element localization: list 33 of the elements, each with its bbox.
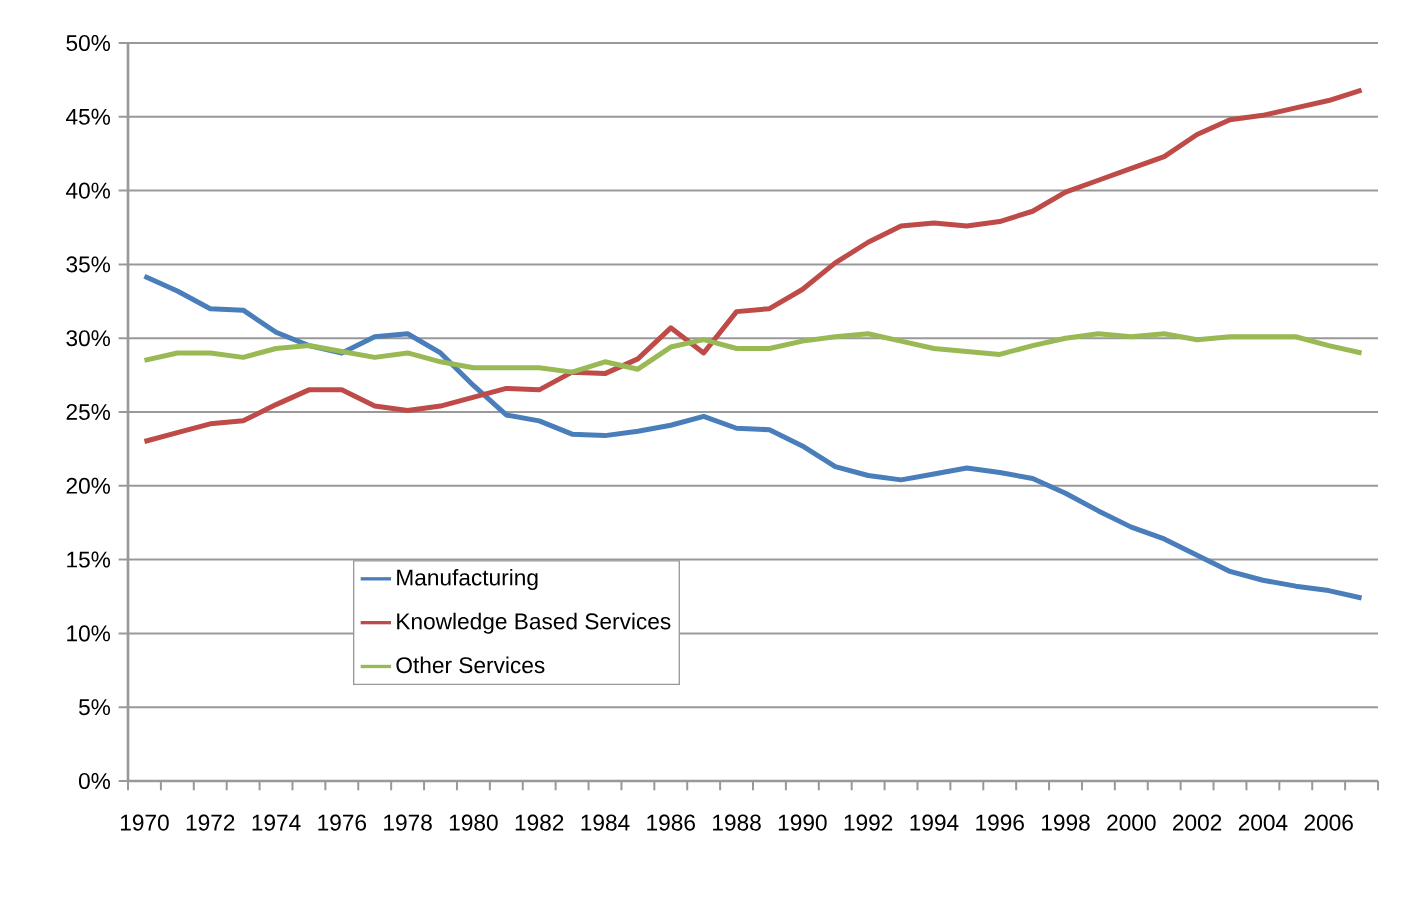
y-tick-label: 0%	[78, 772, 111, 790]
y-tick-label: 25%	[66, 403, 111, 421]
x-tick-label: 1986	[647, 814, 695, 831]
y-tick-label: 50%	[66, 34, 111, 52]
x-tick-label: 1980	[449, 814, 498, 831]
x-tick-label: 1988	[713, 814, 761, 831]
x-tick-label: 1974	[252, 814, 301, 831]
x-tick-label: 2004	[1238, 814, 1288, 831]
x-tick-label: 1984	[581, 814, 630, 831]
y-tick-label: 35%	[66, 256, 111, 273]
y-tick-label: 5%	[78, 699, 111, 716]
x-tick-label: 2000	[1107, 814, 1156, 831]
legend-label: Knowledge Based Services	[397, 612, 671, 634]
y-tick-label: 10%	[67, 625, 111, 642]
y-tick-label: 30%	[66, 330, 111, 347]
x-tick-label: 1972	[186, 814, 235, 831]
x-tick-label: 1970	[120, 814, 169, 831]
x-tick-label: 1996	[976, 814, 1024, 831]
x-tick-label: 2002	[1173, 814, 1222, 831]
x-tick-label: 1994	[910, 814, 959, 831]
legend-label: Manufacturing	[397, 568, 538, 591]
y-tick-label: 40%	[66, 182, 111, 199]
x-tick-label: 2006	[1304, 814, 1353, 831]
x-tick-label: 1990	[778, 814, 827, 831]
x-tick-label: 1982	[515, 814, 564, 831]
legend-label: Other Services	[396, 656, 545, 674]
y-tick-label: 45%	[66, 108, 111, 125]
x-tick-label: 1998	[1042, 814, 1090, 831]
y-tick-label: 20%	[66, 477, 111, 494]
x-tick-label: 1992	[844, 814, 893, 831]
x-tick-label: 1976	[318, 814, 367, 831]
x-tick-label: 1978	[384, 814, 432, 831]
y-tick-label: 15%	[67, 551, 111, 568]
